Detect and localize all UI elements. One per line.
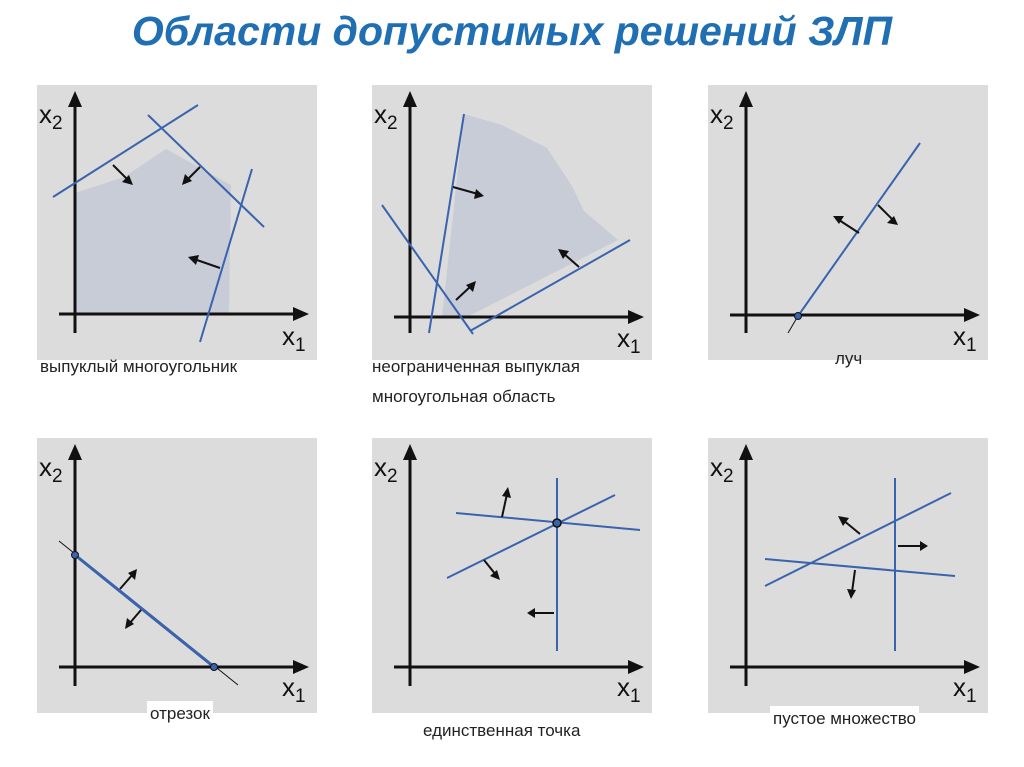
direction-arrowhead	[490, 570, 500, 580]
direction-arrow	[838, 219, 860, 234]
caption-text: отрезок	[150, 704, 210, 723]
direction-arrowhead	[527, 608, 535, 618]
panel-segment: x2 x1	[37, 438, 317, 713]
x2-axis-label: x2	[710, 99, 734, 134]
direction-arrowhead	[474, 189, 484, 199]
x1-axis-label: x1	[282, 672, 306, 707]
caption-line-1: неограниченная выпуклая	[372, 357, 580, 376]
slide-title: Области допустимых решений ЗЛП	[131, 8, 893, 54]
feasible-region	[442, 114, 618, 317]
diagram-segment: x2 x1	[39, 444, 309, 707]
ray-line	[797, 142, 921, 317]
caption-single-point: единственная точка	[420, 718, 584, 743]
caption-segment: отрезок	[147, 701, 213, 726]
direction-arrowhead	[887, 216, 898, 225]
x2-axis-label: x2	[710, 452, 734, 487]
x2-axis-arrowhead	[68, 91, 82, 107]
x1-axis-arrowhead	[628, 310, 644, 324]
caption-text: пустое множество	[773, 709, 916, 728]
segment-line	[74, 553, 215, 669]
caption-empty-set: пустое множество	[770, 706, 919, 731]
direction-arrowhead	[128, 569, 137, 580]
direction-arrowhead	[125, 618, 134, 629]
x1-axis-arrowhead	[964, 308, 980, 322]
diagram-ray: x2 x1	[710, 91, 980, 356]
panel-empty-set: x2 x1	[708, 438, 988, 713]
feasible-region	[75, 149, 231, 314]
direction-arrow	[501, 493, 508, 518]
x2-axis-arrowhead	[403, 91, 417, 107]
constraint-line-2	[381, 204, 474, 335]
constraint-line-1	[455, 512, 641, 531]
diagram-unbounded-region: x2 x1	[374, 91, 644, 358]
panel-convex-polygon: x2 x1	[37, 85, 317, 360]
caption-unbounded-region: неограниченная выпуклая многоугольная об…	[372, 354, 580, 409]
direction-arrowhead	[182, 174, 192, 185]
caption-line-2: многоугольная область	[372, 387, 556, 406]
x2-axis-arrowhead	[739, 91, 753, 107]
direction-arrow	[842, 519, 861, 535]
segment-endpoint	[210, 663, 218, 671]
direction-arrowhead	[833, 216, 844, 224]
constraint-line-2	[147, 114, 265, 228]
direction-arrow	[483, 559, 497, 576]
constraint-line-1	[428, 113, 465, 334]
diagram-convex-polygon: x2 x1	[39, 91, 309, 356]
x1-axis-arrowhead	[964, 660, 980, 674]
direction-arrow	[452, 186, 479, 195]
x2-axis-label: x2	[374, 99, 398, 134]
x2-axis-arrowhead	[68, 444, 82, 460]
segment-endpoint	[71, 551, 79, 559]
caption-convex-polygon: выпуклый многоугольник	[40, 354, 237, 379]
x1-axis-label: x1	[617, 672, 641, 707]
constraint-line-3	[199, 168, 253, 343]
direction-arrowhead	[188, 255, 199, 265]
caption-text: выпуклый многоугольник	[40, 357, 238, 376]
direction-arrow	[877, 204, 895, 222]
x2-axis-label: x2	[39, 99, 63, 134]
x2-axis-label: x2	[374, 452, 398, 487]
panel-single-point: x2 x1	[372, 438, 652, 713]
direction-arrow	[851, 569, 856, 593]
direction-arrowhead	[502, 487, 511, 498]
direction-arrow	[193, 258, 221, 269]
solution-point	[552, 518, 562, 528]
caption-text: единственная точка	[423, 721, 581, 740]
x1-axis-arrowhead	[628, 660, 644, 674]
caption-text: луч	[835, 349, 863, 368]
panel-ray: x2 x1	[708, 85, 988, 360]
x1-axis-arrowhead	[293, 660, 309, 674]
direction-arrow	[119, 573, 134, 590]
constraint-line-3	[469, 239, 631, 332]
diagram-single-point: x2 x1	[374, 444, 644, 707]
ray-origin-point	[794, 312, 802, 320]
x1-axis-label: x1	[953, 321, 977, 356]
x1-axis-label: x1	[617, 323, 641, 358]
constraint-line-2	[764, 558, 956, 577]
x1-axis-label: x1	[953, 672, 977, 707]
direction-arrowhead	[466, 281, 476, 292]
diagram-empty-set: x2 x1	[710, 444, 980, 707]
x2-axis-arrowhead	[739, 444, 753, 460]
x2-axis-label: x2	[39, 452, 63, 487]
direction-arrowhead	[838, 516, 849, 526]
x2-axis-arrowhead	[403, 444, 417, 460]
panel-unbounded-region: x2 x1	[372, 85, 652, 360]
constraint-line-2	[446, 494, 616, 579]
direction-arrowhead	[122, 175, 133, 185]
direction-arrow	[455, 285, 472, 301]
constraint-line-1	[52, 104, 199, 198]
direction-arrowhead	[847, 589, 856, 599]
direction-arrowhead	[558, 249, 569, 259]
constraint-line-1	[764, 492, 952, 587]
x1-axis-arrowhead	[293, 307, 309, 321]
caption-ray: луч	[835, 346, 862, 371]
direction-arrowhead	[920, 541, 928, 551]
x1-axis-label: x1	[282, 321, 306, 356]
